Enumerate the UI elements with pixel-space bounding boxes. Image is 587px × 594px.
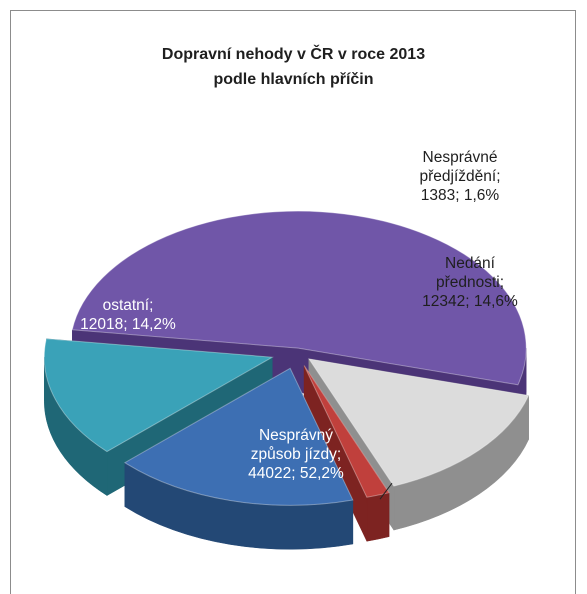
label-nespravne-predjizdeni: Nesprávné předjíždění; 1383; 1,6% (420, 149, 501, 204)
label-line: ostatní; (103, 297, 154, 314)
label-line: rychlost; (204, 168, 262, 185)
label-ostatni: ostatní; 12018; 14,2% (80, 297, 176, 333)
label-nespravny-zpusob-jizdy: Nesprávný způsob jízdy; 44022; 52,2% (248, 427, 344, 482)
chart-title: Dopravní nehody v ČR v roce 2013 (161, 46, 426, 63)
label-neprimerena-rychlost: Nepřiměřená rychlost; 14633; 17,3% (185, 149, 281, 204)
label-line: Nesprávný (259, 427, 333, 444)
slice-nedani-prednosti (307, 358, 530, 487)
label-line: 1383; 1,6% (421, 187, 500, 204)
label-line: Nesprávné (423, 149, 498, 166)
slice-nespravne-predjizdeni (303, 365, 390, 498)
label-line: způsob jízdy; (251, 446, 341, 463)
slice-side-nespravne-predjizdeni-curve-0 (366, 492, 390, 542)
pie-labels: Nesprávný způsob jízdy; 44022; 52,2% ostatn… (80, 149, 518, 500)
slice-neprimerena-rychlost (123, 367, 354, 506)
slice-ostatni (43, 338, 274, 453)
label-line: Nedání (445, 255, 496, 272)
label-line: 12342; 14,6% (422, 293, 518, 310)
label-line: Nepřiměřená (188, 149, 278, 166)
label-nedani-prednosti: Nedání přednosti; 12342; 14,6% (422, 255, 518, 310)
label-line: 12018; 14,2% (80, 316, 176, 333)
label-line: 44022; 52,2% (248, 465, 344, 482)
slice-nespravny-zpusob-jizdy (71, 210, 527, 386)
leader-line (379, 482, 393, 500)
label-line: 14633; 17,3% (185, 187, 281, 204)
label-line: přednosti; (436, 274, 504, 291)
chart-subtitle: podle hlavních příčin (213, 71, 374, 88)
label-line: předjíždění; (420, 168, 501, 185)
pie-tops (43, 210, 530, 506)
